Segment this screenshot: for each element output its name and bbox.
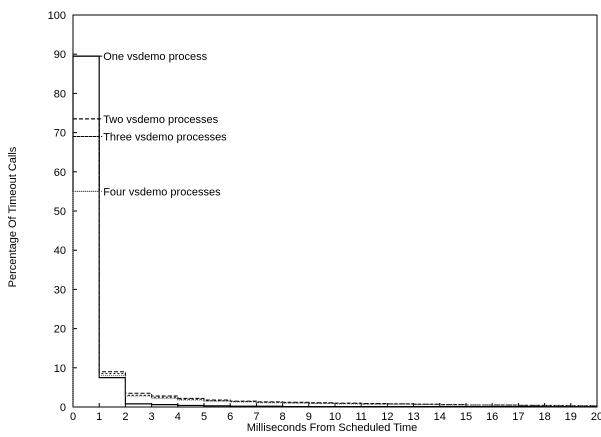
y-tick-label: 0 — [60, 402, 66, 414]
x-tick-label: 3 — [149, 411, 155, 423]
y-tick-label: 40 — [54, 245, 66, 257]
series-line-2 — [72, 118, 597, 407]
y-tick-label: 20 — [54, 324, 66, 336]
x-tick-label: 18 — [538, 411, 550, 423]
x-tick-label: 2 — [122, 411, 128, 423]
x-axis-title: Milliseconds From Scheduled Time — [247, 422, 418, 434]
y-axis-title: Percentage Of Timeout Calls — [7, 146, 19, 287]
x-tick-label: 13 — [407, 411, 419, 423]
x-tick-label: 16 — [486, 411, 498, 423]
x-tick-label: 15 — [460, 411, 472, 423]
y-tick-label: 30 — [54, 284, 66, 296]
x-tick-label: 0 — [70, 411, 76, 423]
series-label-2: Two vsdemo processes — [103, 114, 218, 126]
y-tick-label: 100 — [48, 10, 66, 22]
y-tick-label: 60 — [54, 167, 66, 179]
x-tick-label: 10 — [329, 411, 341, 423]
series-line-3 — [72, 136, 597, 407]
y-tick-label: 70 — [54, 128, 66, 140]
series-lines — [72, 55, 597, 408]
x-tick-label: 17 — [512, 411, 524, 423]
y-tick-label: 80 — [54, 88, 66, 100]
x-tick-label: 4 — [175, 411, 181, 423]
x-tick-label: 7 — [253, 411, 259, 423]
y-tick-label: 10 — [54, 363, 66, 375]
x-tick-label: 8 — [280, 411, 286, 423]
x-tick-label: 20 — [591, 411, 601, 423]
x-tick-label: 1 — [96, 411, 102, 423]
x-tick-label: 14 — [434, 411, 446, 423]
x-tick-label: 19 — [565, 411, 577, 423]
series-label-3: Three vsdemo processes — [103, 132, 227, 144]
series-label-1: One vsdemo process — [103, 51, 207, 63]
y-tick-label: 90 — [54, 49, 66, 61]
x-tick-label: 12 — [381, 411, 393, 423]
series-annotations: One vsdemo process Two vsdemo processes Th… — [73, 51, 227, 198]
x-tick-label: 5 — [201, 411, 207, 423]
plot-frame — [72, 14, 598, 408]
x-tick-label: 6 — [227, 411, 233, 423]
series-line-1 — [72, 55, 597, 408]
series-line-4 — [72, 190, 597, 407]
x-tick-label: 11 — [355, 411, 366, 423]
y-tick-label: 50 — [54, 206, 66, 218]
series-label-4: Four vsdemo processes — [103, 186, 221, 198]
x-tick-label: 9 — [306, 411, 312, 423]
